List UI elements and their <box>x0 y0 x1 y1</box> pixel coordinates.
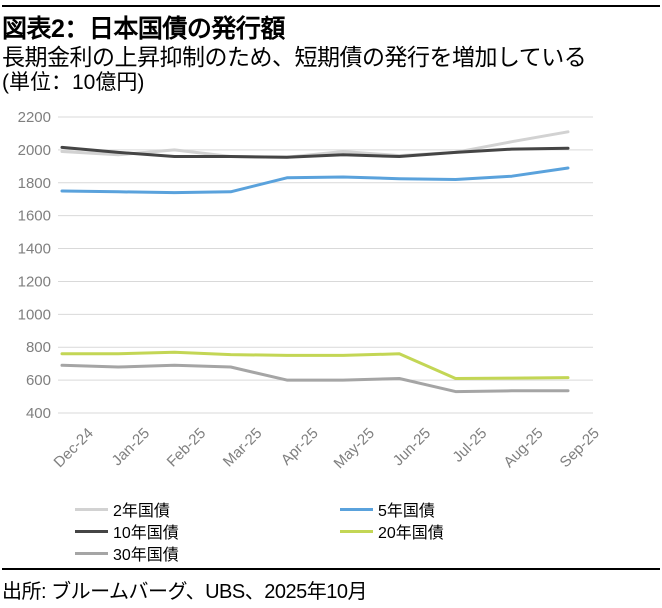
legend-swatch-30年国債 <box>75 551 108 555</box>
y-tick-label: 1000 <box>18 306 51 323</box>
legend-swatch-20年国債 <box>340 529 373 533</box>
legend-label: 30年国債 <box>113 547 179 564</box>
unit-label: (単位：10億円) <box>2 71 145 94</box>
x-tick-label: Mar-25 <box>220 425 266 471</box>
chart-subtitle: 長期金利の上昇抑制のため、短期債の発行を増加している <box>2 44 587 70</box>
x-tick-label: Jun-25 <box>390 425 434 469</box>
series-line-30年国債 <box>60 363 570 394</box>
chart-title: 図表2：日本国債の発行額 <box>2 15 285 43</box>
x-tick-label: Dec-24 <box>51 425 97 471</box>
y-tick-label: 600 <box>26 372 51 389</box>
x-tick-label: Apr-25 <box>278 425 322 469</box>
series-line-5年国債 <box>60 166 570 195</box>
y-tick-label: 2200 <box>18 109 51 126</box>
footer-divider <box>2 568 660 570</box>
legend-swatch-2年国債 <box>75 507 108 511</box>
y-tick-label: 1200 <box>18 273 51 290</box>
bond-issuance-line-chart: 2200 2000 1800 1600 1400 1200 1000 800 600 400Dec… <box>18 109 603 472</box>
series-line-2年国債 <box>60 130 570 159</box>
y-tick-label: 1800 <box>18 175 51 192</box>
x-tick-label: Jan-25 <box>109 425 153 469</box>
legend-item-30年国債: 30年国債 <box>75 542 179 564</box>
top-divider <box>2 5 660 7</box>
legend-item-2年国債: 2年国債 <box>75 498 170 520</box>
legend-label: 2年国債 <box>113 503 170 520</box>
legend-item-10年国債: 10年国債 <box>75 520 179 542</box>
y-tick-label: 800 <box>26 339 51 356</box>
legend-swatch-10年国債 <box>75 529 108 533</box>
x-tick-label: Aug-25 <box>500 425 546 471</box>
y-tick-label: 1400 <box>18 241 51 258</box>
legend-label: 20年国債 <box>378 525 444 542</box>
x-tick-label: Feb-25 <box>164 425 210 471</box>
legend-label: 10年国債 <box>113 525 179 542</box>
x-tick-label: May-25 <box>331 425 378 472</box>
series-line-20年国債 <box>60 350 570 380</box>
legend-item-20年国債: 20年国債 <box>340 520 444 542</box>
x-tick-label: Sep-25 <box>557 425 603 471</box>
y-tick-label: 1600 <box>18 208 51 225</box>
series-line-10年国債 <box>60 145 570 159</box>
y-tick-label: 2000 <box>18 142 51 159</box>
legend-label: 5年国債 <box>378 503 435 520</box>
x-tick-label: Jul-25 <box>449 425 490 466</box>
legend-item-5年国債: 5年国債 <box>340 498 435 520</box>
y-tick-label: 400 <box>26 405 51 422</box>
source-note: 出所: ブルームバーグ、UBS、2025年10月 <box>2 581 367 603</box>
legend-swatch-5年国債 <box>340 507 373 511</box>
